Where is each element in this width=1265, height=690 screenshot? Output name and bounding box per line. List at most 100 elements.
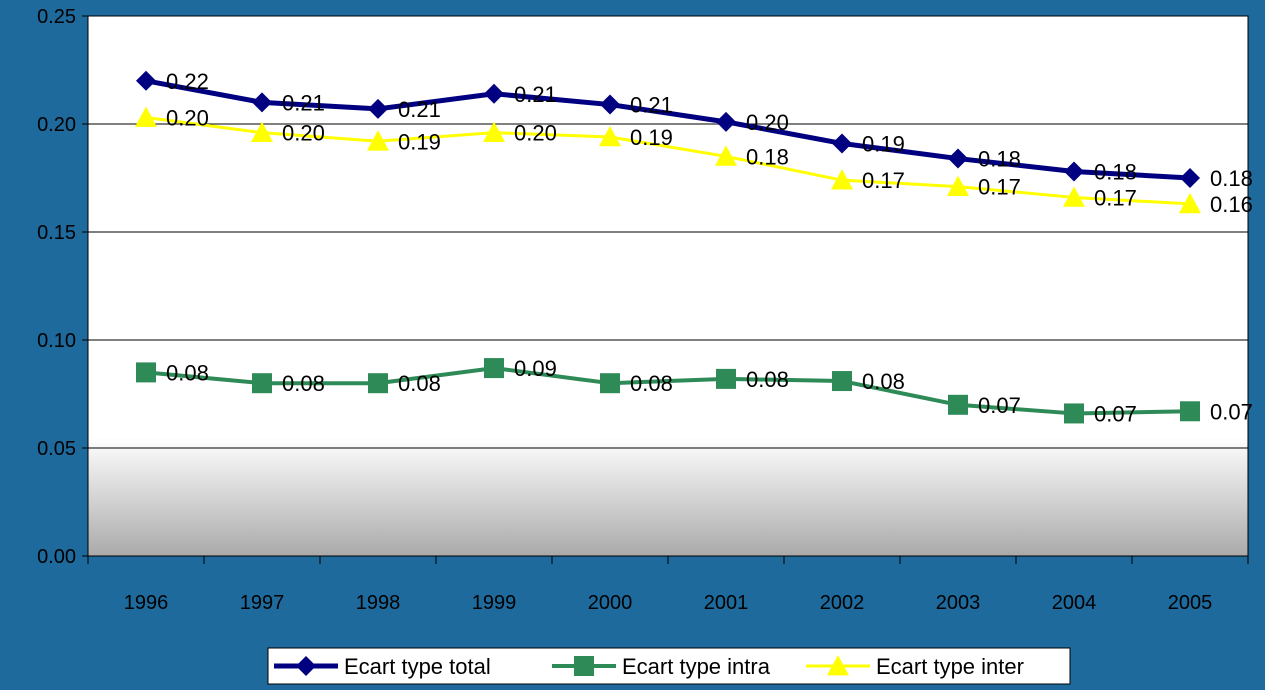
- series-ecart-type-total: [136, 70, 1200, 188]
- data-label-ecart-type-total: 0.18: [1210, 166, 1253, 191]
- x-tick-label: 2005: [1168, 592, 1213, 614]
- data-point-ecart-type-total: [136, 70, 156, 91]
- y-tick-label: 0.25: [37, 6, 76, 28]
- data-label-ecart-type-intra: 0.08: [166, 360, 209, 385]
- data-point-ecart-type-total: [600, 94, 620, 115]
- data-label-ecart-type-total: 0.21: [514, 82, 557, 107]
- x-tick-label: 2003: [936, 592, 981, 614]
- legend-item-ecart-type-inter: Ecart type inter: [806, 654, 1024, 679]
- data-point-ecart-type-intra: [252, 373, 272, 394]
- data-point-ecart-type-inter: [715, 145, 737, 166]
- legend-marker-ecart-type-total: [296, 656, 316, 676]
- data-point-ecart-type-inter: [831, 169, 853, 190]
- series-line-ecart-type-total: [145, 78, 1191, 181]
- data-label-ecart-type-intra: 0.07: [1094, 401, 1137, 426]
- data-point-ecart-type-total: [1064, 161, 1084, 182]
- x-tick-label: 2001: [704, 592, 749, 614]
- data-point-ecart-type-inter: [599, 125, 621, 147]
- data-label-ecart-type-intra: 0.08: [282, 371, 325, 396]
- axes: 0.00 0.05 0.10 0.15 0.20 0.25 1996 1997 1998 1999…: [37, 6, 1249, 614]
- data-label-ecart-type-inter: 0.20: [166, 106, 209, 131]
- data-label-ecart-type-total: 0.22: [166, 69, 209, 94]
- x-tick-label: 2004: [1052, 592, 1097, 614]
- data-label-ecart-type-inter: 0.17: [862, 168, 905, 193]
- data-point-ecart-type-intra: [368, 373, 388, 394]
- data-label-ecart-type-intra: 0.07: [1210, 399, 1253, 424]
- plot-area: [87, 15, 1249, 557]
- data-point-ecart-type-inter: [251, 121, 273, 142]
- data-label-ecart-type-inter: 0.20: [514, 121, 557, 146]
- gridlines: [88, 123, 1248, 449]
- x-tick-label: 1998: [356, 592, 401, 614]
- x-tick-label: 2002: [820, 592, 865, 614]
- data-point-ecart-type-intra: [716, 368, 736, 389]
- y-tick-label: 0.00: [37, 546, 76, 568]
- data-point-ecart-type-intra: [136, 362, 156, 383]
- data-point-ecart-type-intra: [832, 371, 852, 392]
- data-point-ecart-type-intra: [600, 373, 620, 394]
- data-label-ecart-type-inter: 0.19: [398, 129, 441, 154]
- data-label-ecart-type-inter: 0.16: [1210, 192, 1253, 217]
- data-point-ecart-type-inter: [367, 130, 389, 151]
- data-point-ecart-type-total: [368, 98, 388, 119]
- series-ecart-type-intra: [136, 358, 1200, 424]
- legend-marker-ecart-type-intra: [574, 656, 594, 676]
- data-point-ecart-type-inter: [1179, 192, 1201, 214]
- data-point-ecart-type-total: [948, 148, 968, 169]
- data-label-ecart-type-intra: 0.09: [514, 356, 557, 381]
- data-labels: 0.22 0.21 0.21 0.21 0.21 0.20 0.19 0.18 0.18 0.18…: [166, 69, 1253, 427]
- legend: Ecart type total Ecart type intra Ecart ty…: [267, 647, 1071, 685]
- series-ecart-type-inter: [135, 106, 1201, 214]
- data-label-ecart-type-total: 0.21: [630, 93, 673, 118]
- data-point-ecart-type-total: [832, 133, 852, 154]
- y-tick-label: 0.10: [37, 330, 76, 352]
- legend-label-ecart-type-intra: Ecart type intra: [622, 654, 771, 679]
- data-point-ecart-type-inter: [947, 175, 969, 196]
- x-tick-label: 1999: [472, 592, 517, 614]
- data-label-ecart-type-inter: 0.18: [746, 144, 789, 169]
- data-point-ecart-type-total: [716, 111, 736, 132]
- data-point-ecart-type-intra: [484, 358, 504, 379]
- y-tick-label: 0.05: [37, 438, 76, 460]
- data-label-ecart-type-total: 0.21: [282, 90, 325, 115]
- data-label-ecart-type-inter: 0.20: [282, 121, 325, 146]
- data-point-ecart-type-intra: [1180, 401, 1200, 422]
- legend-label-ecart-type-total: Ecart type total: [344, 654, 491, 679]
- data-label-ecart-type-inter: 0.19: [630, 125, 673, 150]
- data-label-ecart-type-inter: 0.17: [978, 175, 1021, 200]
- legend-marker-ecart-type-inter: [827, 655, 849, 676]
- data-label-ecart-type-intra: 0.07: [978, 393, 1021, 418]
- y-tick-label: 0.15: [37, 222, 76, 244]
- legend-box: [267, 647, 1071, 685]
- data-label-ecart-type-total: 0.20: [746, 110, 789, 135]
- legend-item-ecart-type-total: Ecart type total: [274, 654, 491, 679]
- series-layer: [135, 70, 1201, 424]
- data-label-ecart-type-intra: 0.08: [862, 369, 905, 394]
- data-point-ecart-type-total: [484, 83, 504, 104]
- data-point-ecart-type-intra: [1064, 403, 1084, 424]
- data-label-ecart-type-total: 0.18: [1094, 160, 1137, 185]
- y-tick-label: 0.20: [37, 114, 76, 136]
- data-label-ecart-type-inter: 0.17: [1094, 185, 1137, 210]
- data-point-ecart-type-total: [1180, 168, 1200, 188]
- data-point-ecart-type-total: [252, 92, 272, 113]
- data-label-ecart-type-intra: 0.08: [398, 371, 441, 396]
- data-label-ecart-type-total: 0.18: [978, 147, 1021, 172]
- data-point-ecart-type-inter: [483, 121, 505, 142]
- series-line-ecart-type-intra: [145, 366, 1191, 416]
- x-tick-label: 2000: [588, 592, 633, 614]
- data-label-ecart-type-intra: 0.08: [630, 371, 673, 396]
- series-line-ecart-type-inter: [145, 116, 1191, 206]
- data-label-ecart-type-total: 0.19: [862, 131, 905, 156]
- data-point-ecart-type-inter: [1063, 186, 1085, 207]
- data-point-ecart-type-intra: [948, 394, 968, 415]
- legend-label-ecart-type-inter: Ecart type inter: [876, 654, 1024, 679]
- legend-item-ecart-type-intra: Ecart type intra: [552, 654, 771, 679]
- data-label-ecart-type-total: 0.21: [398, 97, 441, 122]
- x-tick-label: 1997: [240, 592, 285, 614]
- data-label-ecart-type-intra: 0.08: [746, 367, 789, 392]
- x-tick-label: 1996: [124, 592, 169, 614]
- data-point-ecart-type-inter: [135, 106, 157, 127]
